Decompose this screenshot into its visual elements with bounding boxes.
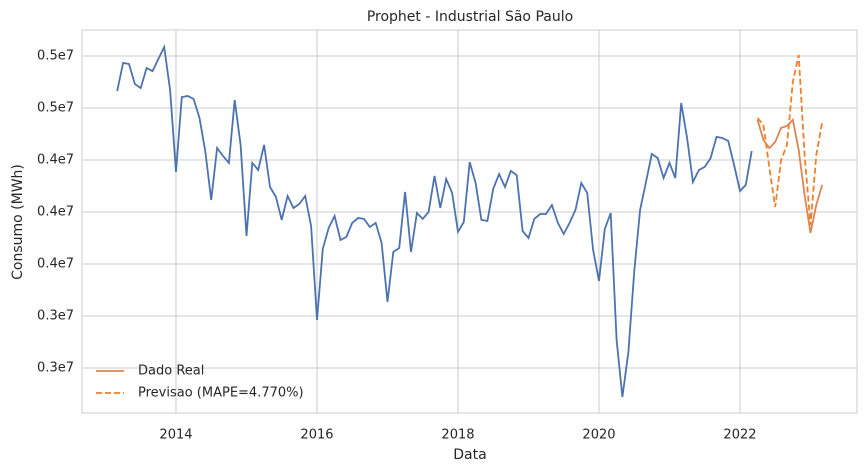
x-tick-label: 2014 <box>159 428 192 443</box>
y-tick-label: 0.5e7 <box>37 48 74 63</box>
plot-frame <box>81 29 858 414</box>
y-tick-label: 0.3e7 <box>37 360 74 375</box>
x-tick-label: 2022 <box>723 428 756 443</box>
legend-label: Dado Real <box>138 364 204 379</box>
y-tick-label: 0.4e7 <box>37 204 74 219</box>
x-tick-label: 2020 <box>582 428 615 443</box>
x-tick-label: 2018 <box>441 428 474 443</box>
y-tick-label: 0.4e7 <box>37 152 74 167</box>
y-tick-label: 0.3e7 <box>37 308 74 323</box>
legend-label: Previsao (MAPE=4.770%) <box>138 386 304 401</box>
x-tick-label: 2016 <box>300 428 333 443</box>
line-series <box>756 118 824 234</box>
x-axis-label: Data <box>453 447 486 463</box>
chart-title: Prophet - Industrial São Paulo <box>367 9 573 25</box>
line-series <box>116 43 753 398</box>
y-axis-label: Consumo (MWh) <box>10 164 26 280</box>
y-tick-label: 0.4e7 <box>37 256 74 271</box>
y-tick-label: 0.5e7 <box>37 100 74 115</box>
line-series <box>756 54 824 226</box>
